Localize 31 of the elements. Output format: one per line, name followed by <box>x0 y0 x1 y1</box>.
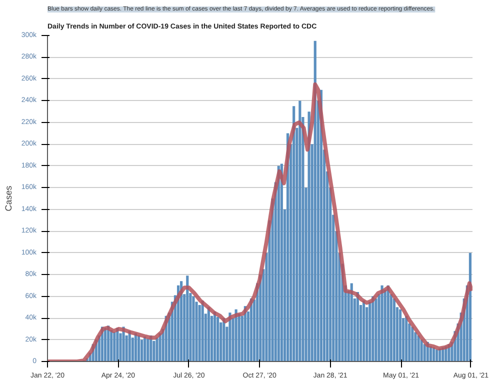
bar <box>417 335 420 362</box>
bar <box>198 304 201 362</box>
bar <box>298 100 302 362</box>
bar <box>292 106 296 362</box>
y-axis-title: Cases <box>3 185 14 212</box>
bar <box>238 314 240 362</box>
bar <box>137 335 140 362</box>
bar <box>374 298 378 362</box>
bar <box>152 340 156 362</box>
bar <box>131 338 134 362</box>
bar <box>380 285 384 362</box>
bar <box>277 166 280 362</box>
bar <box>186 276 189 362</box>
bar <box>411 326 414 362</box>
bar <box>308 112 310 362</box>
bar <box>435 350 438 362</box>
bar <box>113 332 116 362</box>
bar <box>216 316 220 362</box>
bar <box>398 309 402 362</box>
bar <box>156 338 158 362</box>
bar <box>192 296 195 362</box>
bar <box>207 307 210 362</box>
bar <box>362 300 366 362</box>
bar <box>280 164 283 362</box>
bar <box>392 298 396 362</box>
bar <box>384 290 386 362</box>
bar <box>140 340 144 362</box>
bar <box>146 338 150 362</box>
bar <box>405 316 408 362</box>
bar <box>228 312 232 362</box>
bar <box>350 283 353 362</box>
